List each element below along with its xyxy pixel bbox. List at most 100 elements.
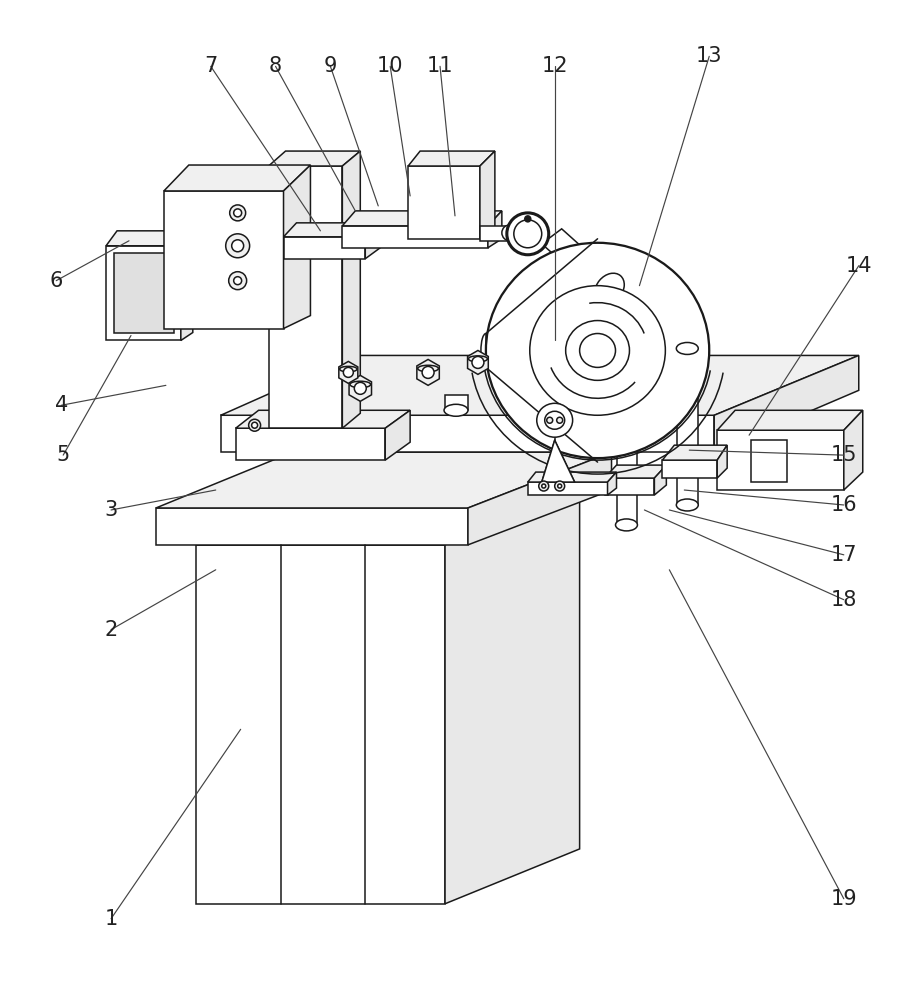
Text: 13: 13 — [696, 46, 723, 66]
Polygon shape — [468, 452, 612, 545]
Polygon shape — [717, 410, 863, 430]
Text: 10: 10 — [377, 56, 403, 76]
Ellipse shape — [595, 273, 624, 304]
Polygon shape — [528, 472, 616, 482]
Text: 3: 3 — [105, 500, 117, 520]
Polygon shape — [468, 350, 489, 374]
Text: 2: 2 — [105, 620, 117, 640]
Circle shape — [226, 234, 249, 258]
Text: 12: 12 — [541, 56, 568, 76]
Ellipse shape — [537, 403, 572, 437]
Circle shape — [232, 240, 244, 252]
Ellipse shape — [418, 365, 439, 372]
Polygon shape — [662, 445, 727, 460]
Text: 6: 6 — [49, 271, 63, 291]
Polygon shape — [480, 151, 495, 239]
Polygon shape — [196, 545, 445, 904]
Polygon shape — [221, 415, 714, 452]
Polygon shape — [284, 237, 365, 259]
Polygon shape — [654, 465, 666, 495]
Polygon shape — [196, 490, 580, 545]
Polygon shape — [106, 231, 193, 246]
Polygon shape — [480, 226, 510, 241]
Polygon shape — [409, 151, 495, 166]
Ellipse shape — [339, 366, 357, 372]
Text: 11: 11 — [427, 56, 453, 76]
Polygon shape — [844, 410, 863, 490]
Polygon shape — [541, 229, 620, 296]
Text: 18: 18 — [831, 590, 857, 610]
Polygon shape — [417, 359, 440, 385]
Text: 9: 9 — [324, 56, 337, 76]
Polygon shape — [236, 410, 410, 428]
Polygon shape — [164, 191, 284, 329]
Circle shape — [472, 356, 484, 368]
Polygon shape — [662, 460, 717, 478]
Polygon shape — [409, 166, 480, 239]
Ellipse shape — [615, 356, 637, 368]
Circle shape — [558, 484, 561, 488]
Circle shape — [514, 220, 541, 248]
Text: 5: 5 — [56, 445, 70, 465]
Polygon shape — [714, 355, 859, 452]
Text: 16: 16 — [831, 495, 857, 515]
Polygon shape — [616, 362, 637, 525]
Text: 8: 8 — [269, 56, 282, 76]
Polygon shape — [106, 246, 181, 340]
Polygon shape — [156, 508, 468, 545]
Circle shape — [252, 422, 258, 428]
Polygon shape — [284, 165, 310, 329]
Polygon shape — [236, 428, 385, 460]
Polygon shape — [164, 165, 310, 191]
Ellipse shape — [444, 404, 468, 416]
Polygon shape — [604, 465, 666, 478]
Circle shape — [525, 216, 531, 222]
Circle shape — [229, 205, 246, 221]
Text: 17: 17 — [831, 545, 857, 565]
Circle shape — [422, 366, 434, 378]
Polygon shape — [717, 430, 844, 490]
Circle shape — [539, 481, 549, 491]
Text: 1: 1 — [105, 909, 117, 929]
Circle shape — [248, 419, 260, 431]
Polygon shape — [181, 231, 193, 340]
Text: 7: 7 — [204, 56, 217, 76]
Circle shape — [234, 209, 242, 217]
Polygon shape — [268, 151, 360, 166]
Polygon shape — [528, 482, 608, 495]
Polygon shape — [445, 395, 468, 410]
Polygon shape — [342, 211, 501, 226]
Polygon shape — [541, 440, 574, 482]
Polygon shape — [445, 490, 580, 904]
Polygon shape — [221, 355, 859, 415]
Polygon shape — [342, 226, 488, 248]
Polygon shape — [751, 440, 787, 482]
Polygon shape — [114, 253, 174, 333]
Circle shape — [555, 481, 565, 491]
Polygon shape — [284, 223, 380, 237]
Ellipse shape — [615, 519, 637, 531]
Circle shape — [541, 484, 546, 488]
Circle shape — [547, 417, 552, 423]
Text: 19: 19 — [831, 889, 857, 909]
Polygon shape — [365, 223, 380, 259]
Text: 14: 14 — [845, 256, 872, 276]
Circle shape — [234, 277, 242, 285]
Ellipse shape — [469, 356, 488, 362]
Ellipse shape — [501, 225, 518, 241]
Ellipse shape — [350, 381, 370, 388]
Polygon shape — [604, 478, 654, 495]
Polygon shape — [488, 211, 501, 248]
Polygon shape — [156, 452, 612, 508]
Ellipse shape — [545, 411, 565, 429]
Polygon shape — [349, 375, 371, 401]
Polygon shape — [339, 361, 358, 383]
Circle shape — [228, 272, 247, 290]
Ellipse shape — [676, 342, 698, 354]
Circle shape — [343, 367, 353, 377]
Ellipse shape — [486, 243, 709, 458]
Circle shape — [557, 417, 562, 423]
Polygon shape — [717, 445, 727, 478]
Ellipse shape — [676, 499, 698, 511]
Polygon shape — [268, 166, 342, 428]
